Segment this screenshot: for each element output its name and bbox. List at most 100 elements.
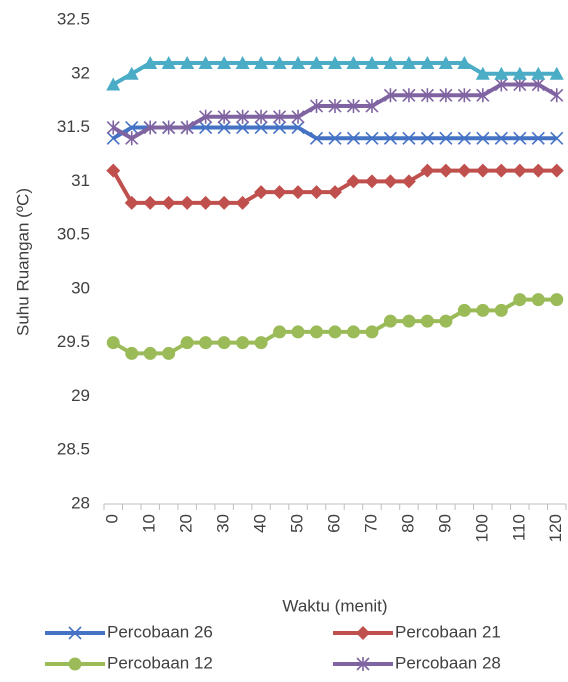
marker [420,88,434,103]
marker [356,626,370,640]
marker [475,163,490,178]
marker [513,77,527,92]
marker [531,163,546,178]
legend-label: Percobaan 28 [395,653,501,672]
marker [494,163,509,178]
marker [439,131,453,145]
legend-label: Percobaan 21 [395,622,501,641]
marker [106,131,120,145]
marker [291,325,305,339]
marker [198,56,213,70]
marker [125,120,139,135]
marker [531,131,545,145]
marker [383,88,398,103]
marker [309,131,324,145]
marker [254,56,269,70]
marker [494,66,509,80]
marker [272,56,287,70]
marker [513,293,527,307]
marker [143,120,157,135]
marker [273,325,287,339]
series [106,56,564,91]
legend-entry: Percobaan 21 [333,622,501,641]
marker [494,77,508,92]
marker [531,293,545,307]
marker [124,195,139,210]
x-tick-label: 90 [435,514,454,533]
marker [328,56,342,70]
marker [401,56,416,70]
marker [328,99,342,114]
marker [476,88,490,103]
y-tick-label: 32 [71,63,90,82]
y-tick-label: 30 [71,278,90,297]
marker [199,109,213,124]
series [106,293,564,360]
marker [254,336,268,350]
x-tick-label: 100 [472,514,491,542]
y-tick-label: 29.5 [57,332,90,351]
x-tick-label: 30 [214,514,233,533]
marker [383,174,398,189]
marker [309,99,324,114]
marker [236,109,250,124]
marker [383,314,397,328]
marker [494,303,508,317]
y-tick-label: 28.5 [57,440,90,459]
legend-label: Percobaan 26 [107,622,213,641]
marker [328,131,342,145]
marker [180,195,195,210]
marker [143,195,158,210]
marker [420,131,434,145]
marker [161,195,176,210]
marker [291,109,305,124]
marker [180,56,195,70]
marker [236,336,250,350]
marker [383,56,398,70]
marker [291,120,305,135]
marker [199,336,213,350]
marker [180,120,194,135]
marker [254,109,268,124]
marker [346,99,361,114]
marker [199,120,213,135]
marker [346,56,361,70]
marker [217,336,231,350]
marker [549,66,564,80]
marker [217,56,232,70]
marker [476,131,490,145]
marker [125,131,139,146]
marker [531,66,546,80]
marker [68,626,82,640]
marker [402,88,416,103]
legend-entry: Percobaan 28 [333,653,501,672]
y-tick-label: 32.5 [57,9,90,28]
marker [143,56,158,70]
marker [356,657,370,671]
marker [549,163,564,178]
marker [512,163,527,178]
marker [309,185,324,200]
series [106,120,564,145]
marker [124,66,139,80]
series [106,77,564,146]
marker [457,303,471,317]
x-tick-label: 10 [140,514,159,533]
marker [106,336,120,350]
x-tick-label: 60 [324,514,343,533]
marker [162,346,176,360]
marker [291,56,306,70]
marker [365,99,379,114]
marker [550,293,564,307]
marker [420,163,435,178]
x-tick-label: 110 [509,514,528,541]
marker [125,346,139,360]
marker [402,131,416,145]
marker [402,314,416,328]
marker [162,120,176,135]
x-tick-label: 70 [361,514,380,533]
marker [346,325,360,339]
marker [550,88,564,103]
